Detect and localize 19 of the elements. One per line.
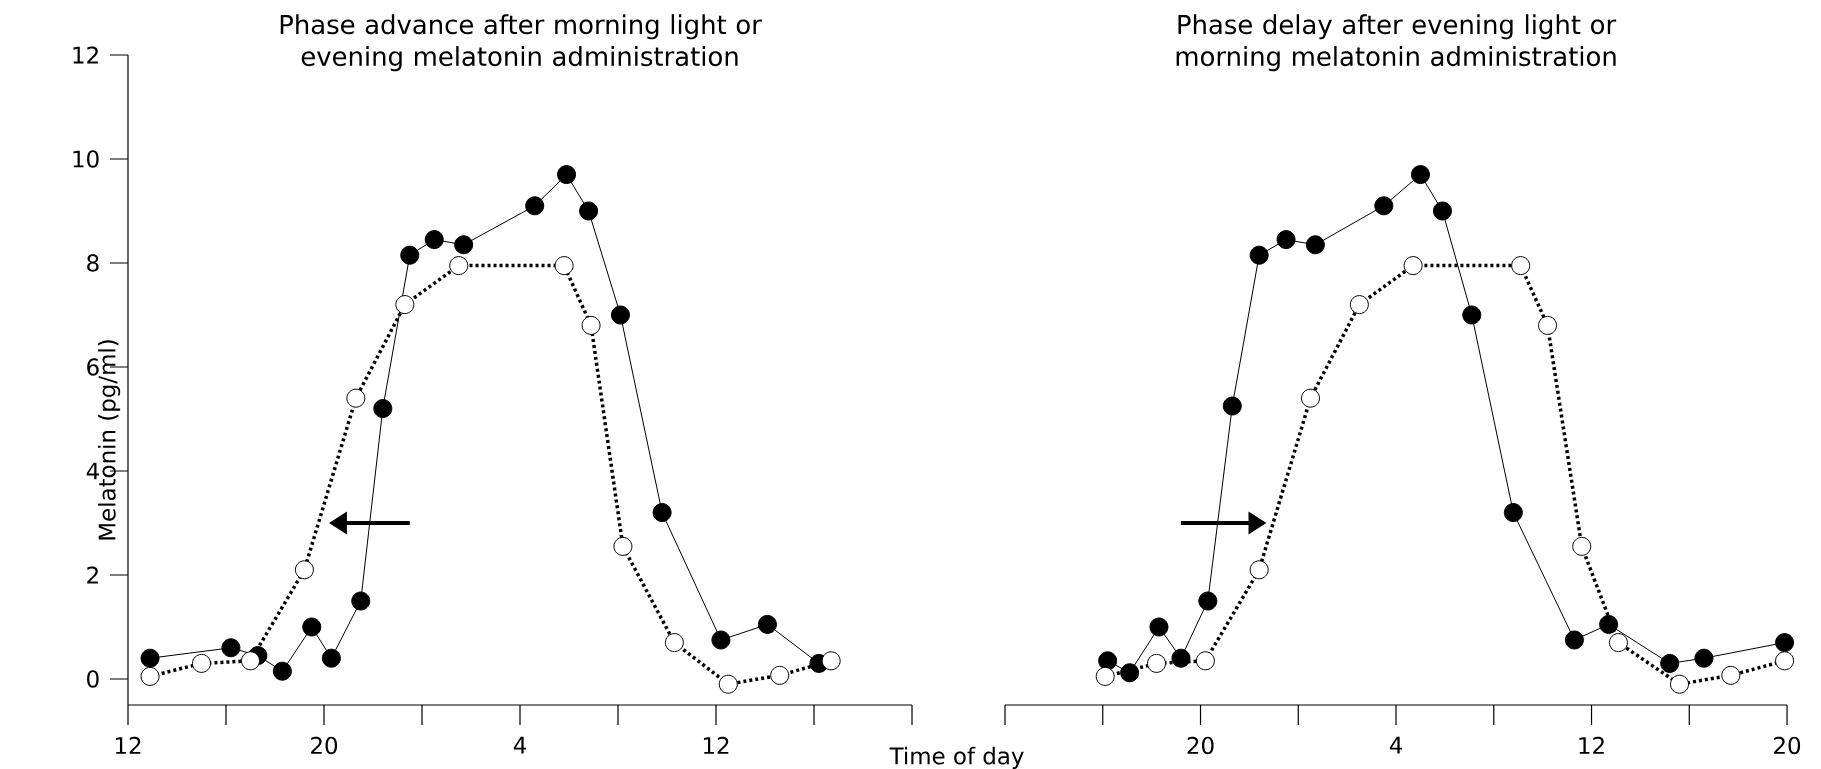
y-tick-label: 0	[87, 670, 99, 688]
x-tick-label: 20	[1187, 736, 1214, 755]
y-tick-label: 10	[73, 150, 99, 168]
y-tick-label: 2	[87, 566, 98, 584]
x-tick-label: 12	[703, 736, 729, 754]
y-tick-label: 8	[87, 254, 99, 272]
x-tick-label: 12	[1579, 736, 1604, 754]
x-tick-label: 4	[1389, 736, 1403, 754]
x-axis-title: Time of day	[889, 746, 1024, 769]
y-axis-title: Melatonin (pg/ml)	[97, 340, 121, 540]
y-tick-label: 6	[87, 358, 99, 376]
chart-title: Phase delay after evening light or morning melatonin administration	[1176, 14, 1617, 72]
y-tick-label: 4	[86, 462, 99, 480]
chart-title: Phase advance after morning light or evening melatonin administration	[280, 14, 762, 72]
x-tick-label: 4	[513, 736, 527, 754]
x-tick-label: 20	[1774, 736, 1801, 755]
y-tick-label: 12	[73, 46, 98, 64]
x-tick-label: 12	[115, 736, 141, 754]
x-tick-label: 20	[311, 736, 338, 755]
